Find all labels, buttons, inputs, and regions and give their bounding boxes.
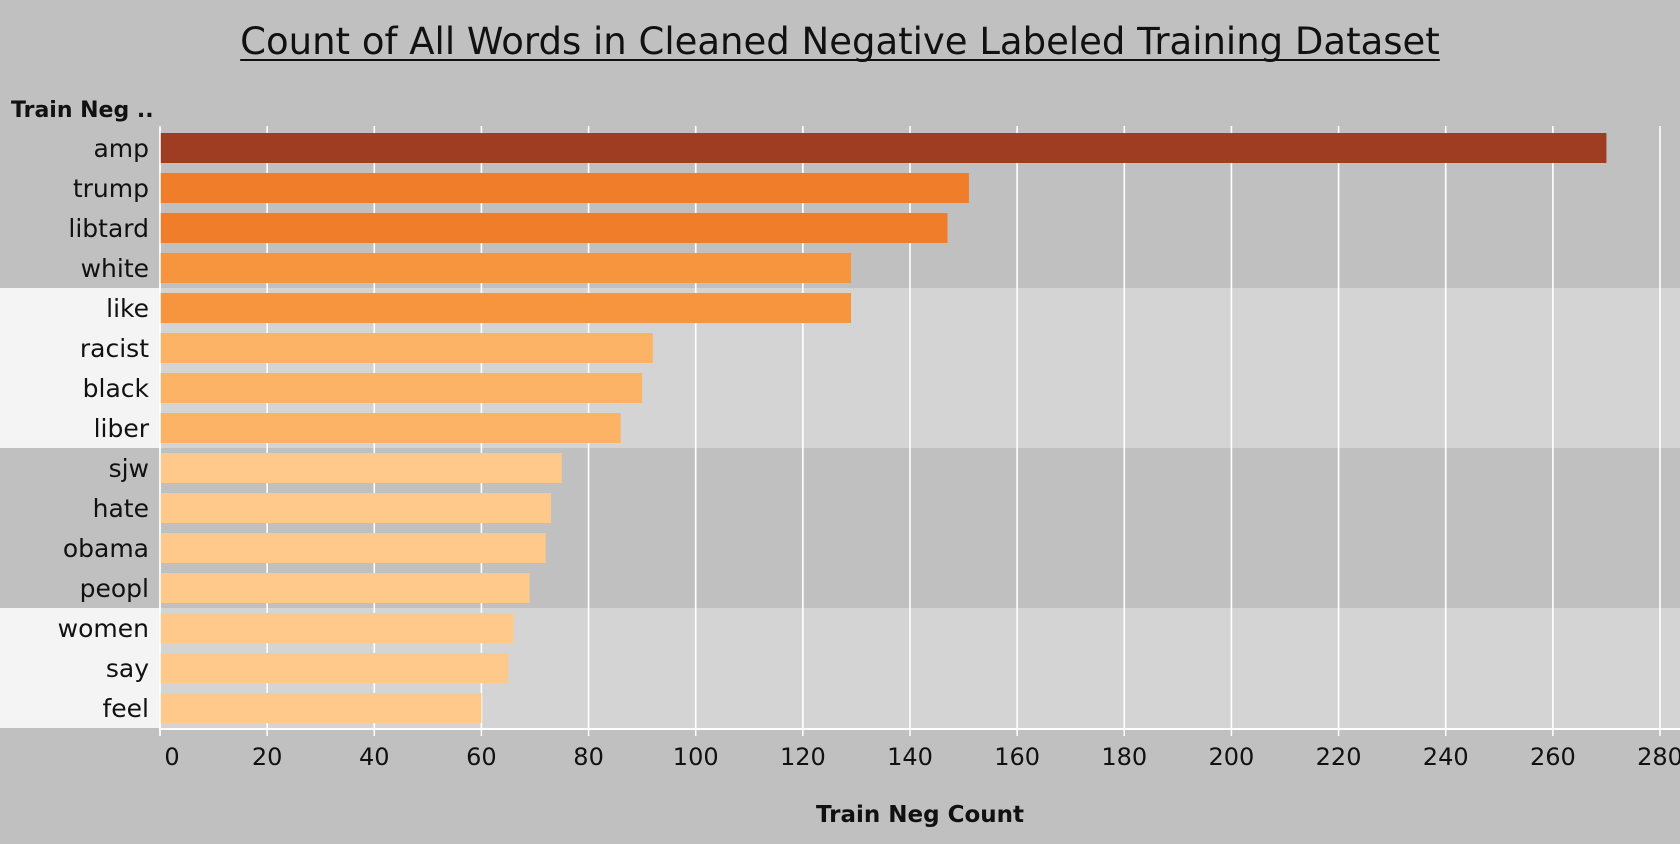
bar-feel: [160, 693, 482, 723]
x-tick-label: 20: [252, 743, 283, 771]
bar-liber: [160, 413, 621, 443]
bar-sjw: [160, 453, 562, 483]
category-label-feel: feel: [102, 694, 149, 723]
x-tick-label: 280: [1637, 743, 1680, 771]
bar-racist: [160, 333, 653, 363]
row-band-label: [0, 608, 160, 728]
category-label-peopl: peopl: [80, 574, 149, 603]
x-tick-label: 220: [1316, 743, 1362, 771]
bar-black: [160, 373, 643, 403]
category-label-racist: racist: [80, 334, 149, 363]
row-header: Train Neg ..: [11, 98, 154, 123]
chart-title: Count of All Words in Cleaned Negative L…: [240, 20, 1440, 63]
category-label-libtard: libtard: [68, 214, 149, 243]
category-label-like: like: [106, 294, 149, 323]
bars: [160, 133, 1607, 723]
x-tick-label: 140: [887, 743, 933, 771]
category-label-white: white: [81, 254, 149, 283]
bar-libtard: [160, 213, 948, 243]
x-tick-label: 0: [164, 743, 179, 771]
category-label-liber: liber: [94, 414, 150, 443]
bar-say: [160, 653, 509, 683]
x-tick-label: 100: [673, 743, 719, 771]
bar-amp: [160, 133, 1607, 163]
x-axis: 0 20 40 60 80 100 120 140 160 180 200 220 240 260 280: [159, 128, 1680, 771]
category-label-women: women: [58, 614, 149, 643]
x-tick-label: 180: [1101, 743, 1147, 771]
bar-peopl: [160, 573, 530, 603]
bar-obama: [160, 533, 546, 563]
category-labels: amp trump libtard white like racist black liber…: [58, 134, 150, 723]
bar-white: [160, 253, 852, 283]
bar-trump: [160, 173, 969, 203]
bar-hate: [160, 493, 552, 523]
row-band-label: [0, 288, 160, 448]
category-label-obama: obama: [63, 534, 149, 563]
x-axis-title: Train Neg Count: [816, 802, 1024, 828]
x-tick-label: 80: [573, 743, 604, 771]
x-tick-label: 40: [359, 743, 390, 771]
category-label-say: say: [106, 654, 149, 683]
category-label-black: black: [83, 374, 150, 403]
x-tick-label: 200: [1209, 743, 1255, 771]
bar-women: [160, 613, 514, 643]
x-tick-label: 160: [994, 743, 1040, 771]
category-label-sjw: sjw: [109, 454, 149, 483]
x-tick-label: 60: [466, 743, 497, 771]
bar-like: [160, 293, 852, 323]
x-tick-label: 260: [1530, 743, 1576, 771]
x-tick-label: 240: [1423, 743, 1469, 771]
category-label-trump: trump: [73, 174, 149, 203]
category-label-amp: amp: [93, 134, 149, 163]
x-tick-label: 120: [780, 743, 826, 771]
category-label-hate: hate: [93, 494, 149, 523]
